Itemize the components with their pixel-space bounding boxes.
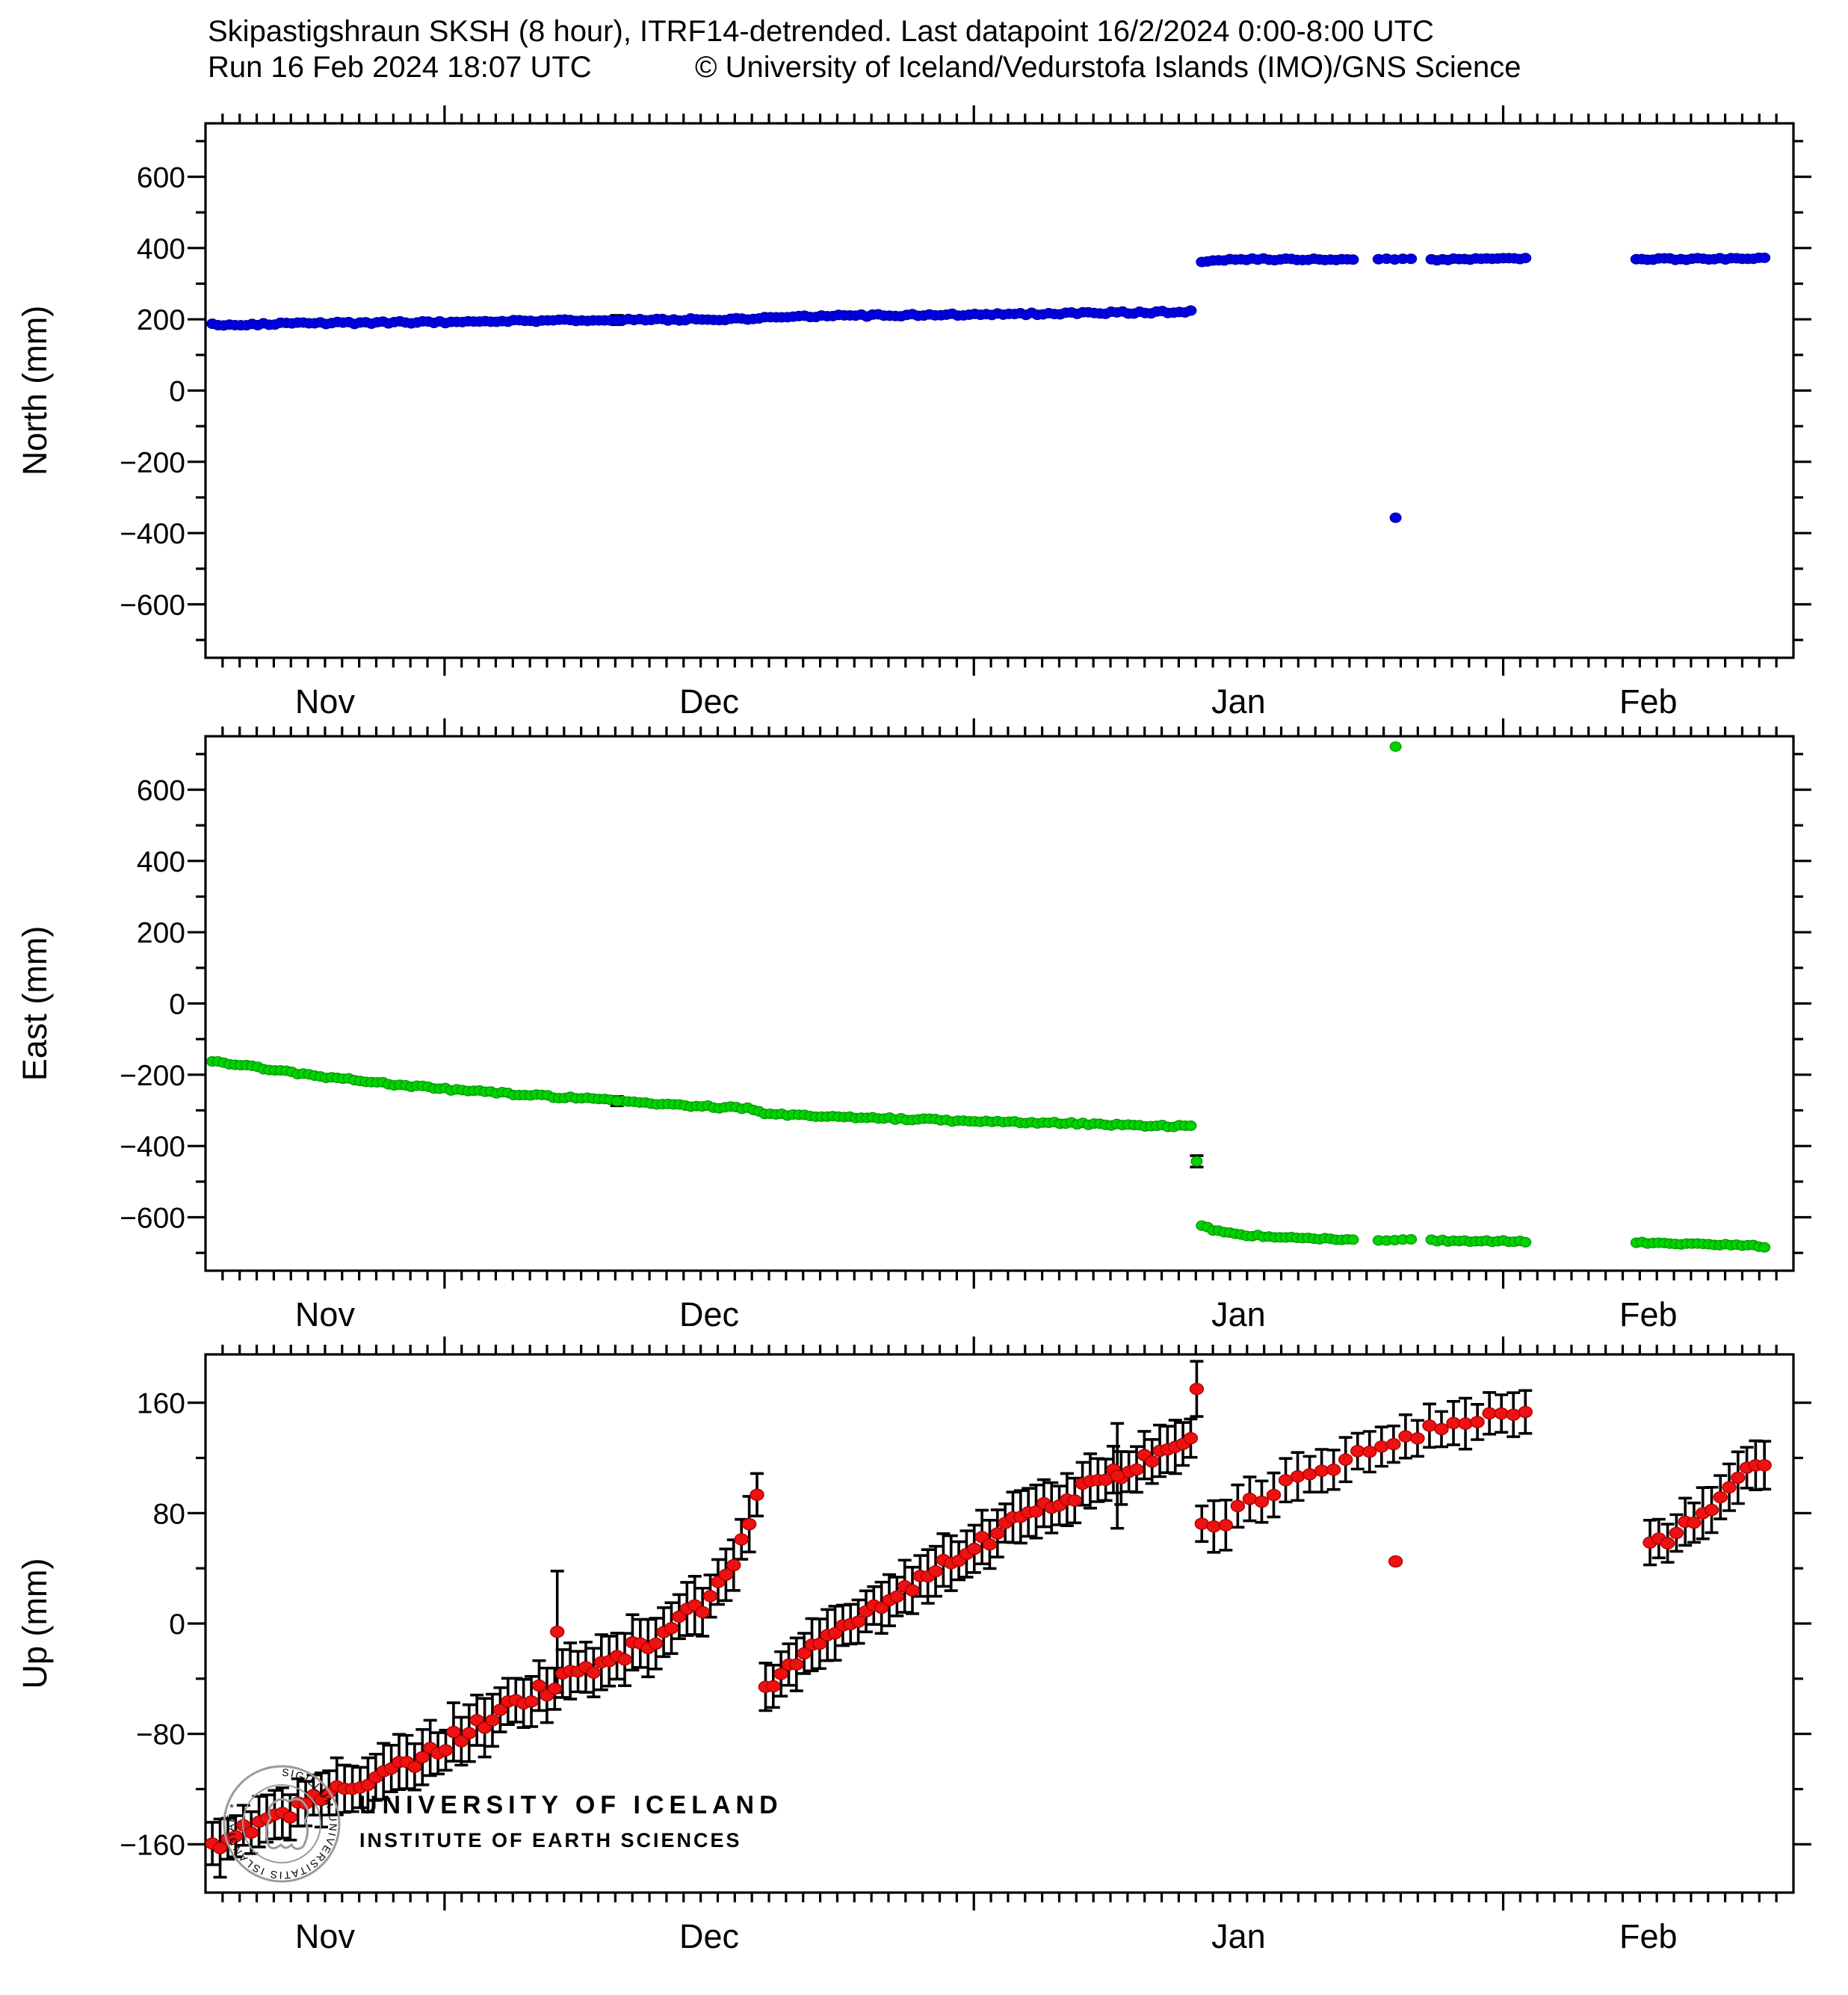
y-tick-label: −160 [120,1829,185,1861]
y-tick-label: −200 [120,1060,185,1092]
seal-lion-icon [265,1798,309,1850]
panel-up: −160 −80 0 80 160 Nov Dec Jan Feb [120,1336,1811,1955]
month-label: Nov [295,1917,356,1955]
y-tick-label: 200 [137,917,185,949]
data-points [205,1382,1772,1854]
y-tick-label: −80 [136,1719,185,1751]
month-label: Nov [295,682,356,721]
month-label: Feb [1619,1917,1678,1955]
month-label: Dec [679,682,739,721]
data-points [206,252,1771,523]
plot-frame [204,735,1795,1272]
y-tick-label: −600 [120,1203,185,1235]
y-tick-label: 0 [169,989,185,1021]
y-tick-label: 600 [137,775,185,807]
y-tick-label: −600 [120,590,185,622]
plot-panels: −600 −400 −200 0 200 400 600 Nov Dec Jan Feb −600 −4… [120,105,1811,1955]
ylabel-east: East (mm) [16,926,54,1082]
institute-name: INSTITUTE OF EARTH SCIENCES [359,1829,742,1851]
y-tick-label: 160 [137,1388,185,1420]
month-label: Feb [1619,1295,1678,1333]
y-tick-label: −400 [120,1131,185,1163]
panel-north: −600 −400 −200 0 200 400 600 Nov Dec Jan Feb [120,105,1811,721]
plot-frame [204,122,1795,659]
ylabel-north: North (mm) [16,306,54,475]
series-layer [206,252,1771,523]
month-label: Feb [1619,682,1678,721]
figure-title: Skipastigshraun SKSH (8 hour), ITRF14-de… [208,15,1434,48]
month-label: Jan [1211,1917,1266,1955]
y-tick-label: −400 [120,518,185,550]
y-tick-label: 0 [169,376,185,408]
y-tick-label: 80 [153,1498,185,1530]
month-label: Nov [295,1295,356,1333]
month-label: Jan [1211,1295,1266,1333]
copyright-note: © University of Iceland/Vedurstofa Islan… [695,51,1521,84]
month-label: Dec [679,1295,739,1333]
series-layer [205,1360,1772,1879]
ylabel-up: Up (mm) [16,1558,54,1689]
y-tick-label: 400 [137,846,185,878]
university-name: UNIVERSITY OF ICELAND [359,1791,783,1819]
run-timestamp: Run 16 Feb 2024 18:07 UTC [208,51,592,84]
data-points [206,741,1771,1253]
y-tick-label: 600 [137,162,185,194]
series-layer [206,741,1771,1253]
y-tick-label: 200 [137,304,185,336]
month-label: Jan [1211,682,1266,721]
university-logo: SIGILLUM UNIVERSITATIS ISLANDIAE * UNIVE… [223,1765,783,1883]
y-tick-label: 400 [137,233,185,265]
panel-east: −600 −400 −200 0 200 400 600 Nov Dec Jan Feb [120,718,1811,1333]
y-tick-label: −200 [120,447,185,479]
y-tick-label: 0 [169,1609,185,1641]
month-label: Dec [679,1917,739,1955]
